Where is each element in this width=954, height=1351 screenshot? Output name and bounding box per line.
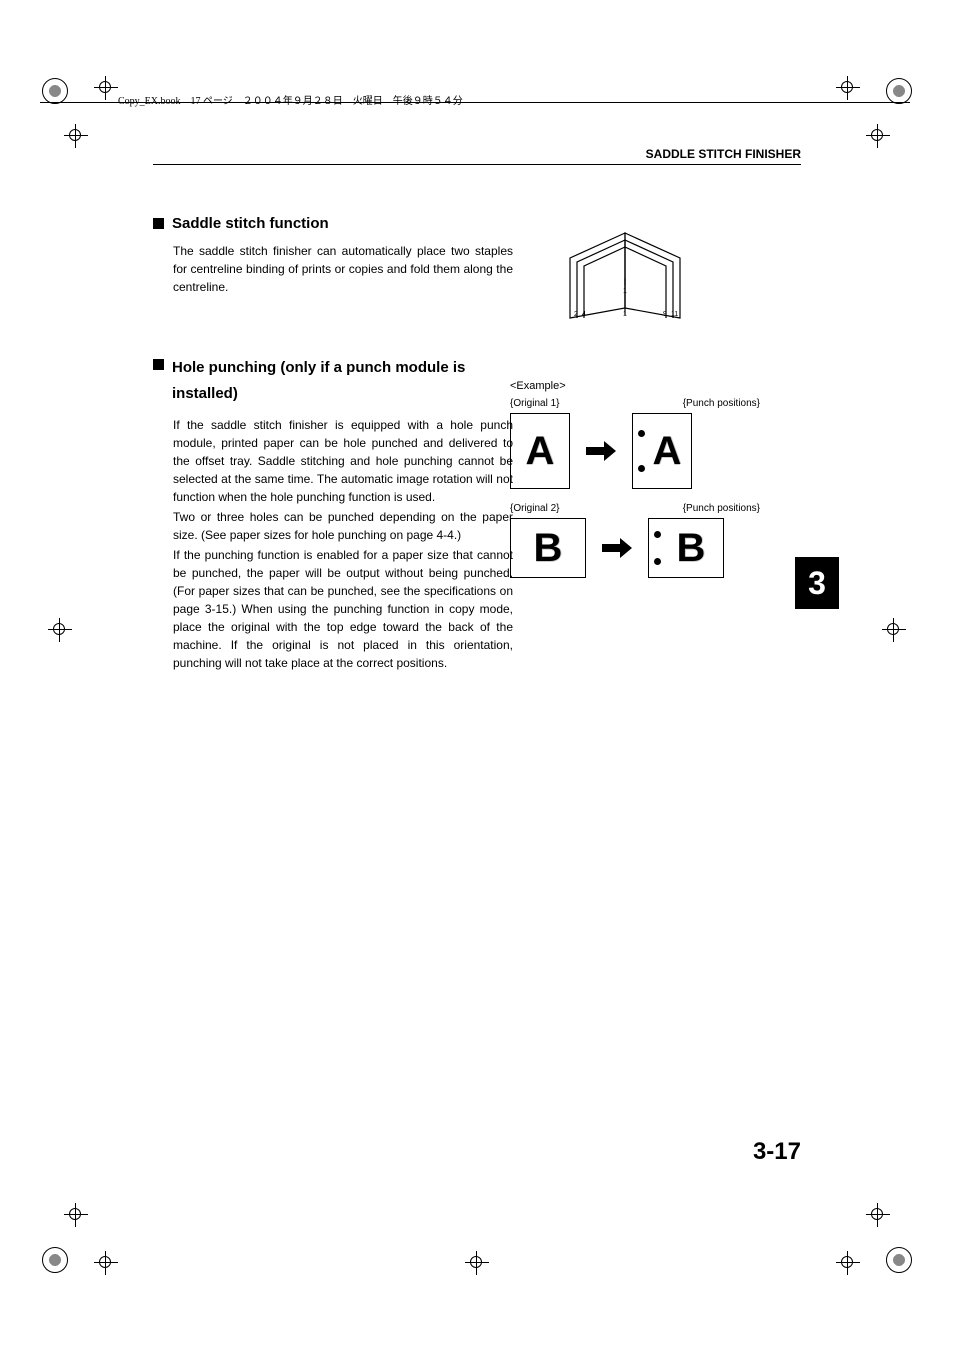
original-2-box: B	[510, 518, 586, 578]
header-underline	[153, 164, 801, 165]
arrow-icon	[602, 538, 632, 558]
label-original-2: {Original 2}	[510, 503, 559, 514]
example-section: <Example> {Original 1} {Punch positions}…	[510, 380, 810, 592]
punched-1-box: A	[632, 413, 692, 489]
page-num: 9	[663, 311, 667, 318]
letter-b: B	[534, 526, 563, 571]
reg-mark-bl3	[94, 1251, 118, 1275]
reg-mark-left-mid	[48, 618, 72, 642]
booklet-diagram: 2 4 1 1 9 11	[555, 218, 705, 338]
punch-hole-icon	[638, 465, 645, 472]
reg-mark-tr2	[866, 124, 890, 148]
page-num: 11	[671, 311, 678, 318]
page-num: 4	[582, 311, 586, 318]
heading-saddle-stitch: Saddle stitch function	[153, 215, 803, 232]
body-hole-punching-2: Two or three holes can be punched depend…	[173, 508, 513, 544]
example-row1: A A	[510, 413, 810, 489]
heading-text: Hole punching (only if a punch module is…	[172, 355, 512, 406]
section-saddle-stitch: Saddle stitch function The saddle stitch…	[153, 215, 803, 312]
body-hole-punching-3: If the punching function is enabled for …	[173, 546, 513, 672]
header-meta: Copy_EX.book 17 ページ ２００４年９月２８日 火曜日 午後９時５…	[118, 92, 463, 107]
letter-a-punched: A	[653, 429, 682, 474]
punch-hole-icon	[638, 430, 645, 437]
body-hole-punching-1: If the saddle stitch finisher is equippe…	[173, 416, 513, 506]
label-punch-2: {Punch positions}	[683, 503, 760, 514]
label-original-1: {Original 1}	[510, 398, 559, 409]
reg-mark-br2	[866, 1203, 890, 1227]
original-1-box: A	[510, 413, 570, 489]
reg-mark-tl3	[94, 76, 118, 100]
crop-corner-br	[886, 1247, 912, 1273]
crop-corner-bl	[42, 1247, 68, 1273]
punch-hole-icon	[654, 558, 661, 565]
reg-mark-tr3	[836, 76, 860, 100]
example-row2-labels: {Original 2} {Punch positions}	[510, 503, 760, 514]
arrow-icon	[586, 441, 616, 461]
example-row2: B B	[510, 518, 810, 578]
example-row1-labels: {Original 1} {Punch positions}	[510, 398, 760, 409]
punched-2-box: B	[648, 518, 724, 578]
page-num: 2	[574, 311, 578, 318]
reg-mark-right-mid	[882, 618, 906, 642]
bullet-icon	[153, 218, 164, 229]
page-num: 1	[623, 311, 627, 318]
example-title: <Example>	[510, 380, 810, 392]
reg-mark-tl2	[64, 124, 88, 148]
reg-mark-bottom-mid	[465, 1251, 489, 1275]
crop-corner-tr	[886, 78, 912, 104]
bullet-icon	[153, 359, 164, 370]
page-num: 1	[623, 288, 627, 295]
reg-mark-bl2	[64, 1203, 88, 1227]
running-header: SADDLE STITCH FINISHER	[646, 147, 801, 161]
page-number: 3-17	[753, 1138, 801, 1166]
heading-text: Saddle stitch function	[172, 215, 329, 232]
letter-b-punched: B	[677, 526, 706, 571]
label-punch-1: {Punch positions}	[683, 398, 760, 409]
body-saddle-stitch: The saddle stitch finisher can automatic…	[173, 242, 513, 296]
chapter-tab: 3	[795, 557, 839, 609]
reg-mark-br3	[836, 1251, 860, 1275]
crop-corner-tl	[42, 78, 68, 104]
punch-hole-icon	[654, 531, 661, 538]
letter-a: A	[526, 429, 555, 474]
